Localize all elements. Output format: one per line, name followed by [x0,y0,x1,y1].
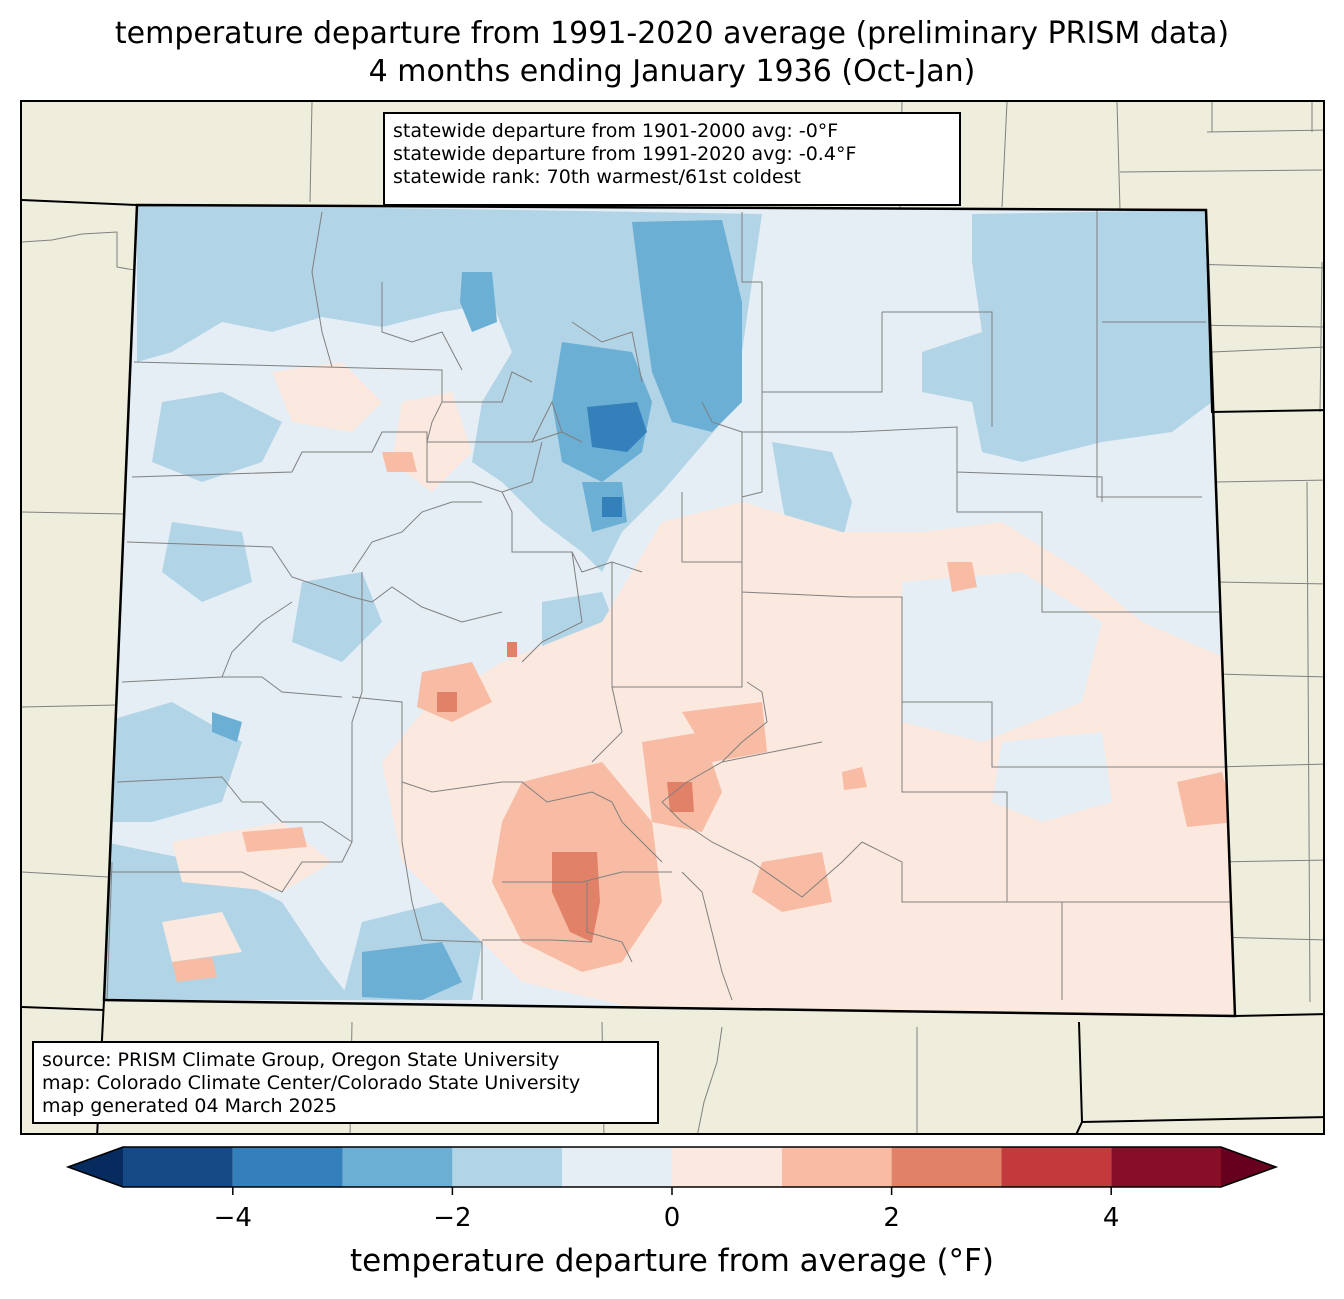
stats-line-1901-2000: statewide departure from 1901-2000 avg: … [393,120,839,142]
source-line: source: PRISM Climate Group, Oregon Stat… [42,1049,560,1071]
map-credit-line: map: Colorado Climate Center/Colorado St… [42,1072,581,1094]
stats-line-rank: statewide rank: 70th warmest/61st coldes… [393,166,802,188]
colorbar-tick-label: 4 [1102,1203,1120,1233]
colorado-map [22,102,1323,1133]
colorbar-bin [452,1147,563,1187]
map-panel [20,100,1325,1135]
county-lines [106,210,1235,1001]
map-subtitle: 4 months ending January 1936 (Oct-Jan) [368,54,976,89]
colorbar-bin [342,1147,453,1187]
statewide-stats-box: statewide departure from 1901-2000 avg: … [383,112,961,206]
temperature-contours [104,205,1235,1016]
stats-line-1991-2020: statewide departure from 1991-2020 avg: … [393,143,857,165]
state-borders [22,199,1323,1133]
colorbar-label: temperature departure from average (°F) [350,1243,994,1279]
colorbar [65,1146,1279,1195]
colorbar-outline [65,1146,1279,1188]
generated-date-line: map generated 04 March 2025 [42,1095,337,1117]
colorbar-bin [123,1147,233,1187]
colorbar-bin [781,1147,892,1187]
colorbar-tick-label: −4 [213,1203,252,1233]
colorbar-extend-high [1221,1147,1276,1187]
colorbar-bin [891,1147,1002,1187]
colorbar-bin [672,1147,782,1187]
colorbar-bin [1001,1147,1112,1187]
colorbar-bin [562,1147,672,1187]
colorbar-extend-low [68,1147,123,1187]
colorbar-tick-label: 2 [883,1203,900,1233]
map-title: temperature departure from 1991-2020 ave… [114,16,1230,51]
colorbar-tick-label: −2 [433,1203,472,1233]
colorbar-bin [1111,1147,1221,1187]
colorbar-tick-label: 0 [663,1203,681,1233]
source-box: source: PRISM Climate Group, Oregon Stat… [32,1041,659,1124]
colorbar-bin [232,1147,343,1187]
